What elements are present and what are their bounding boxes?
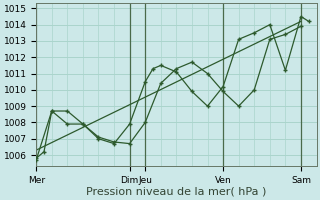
X-axis label: Pression niveau de la mer( hPa ): Pression niveau de la mer( hPa ) bbox=[86, 187, 267, 197]
